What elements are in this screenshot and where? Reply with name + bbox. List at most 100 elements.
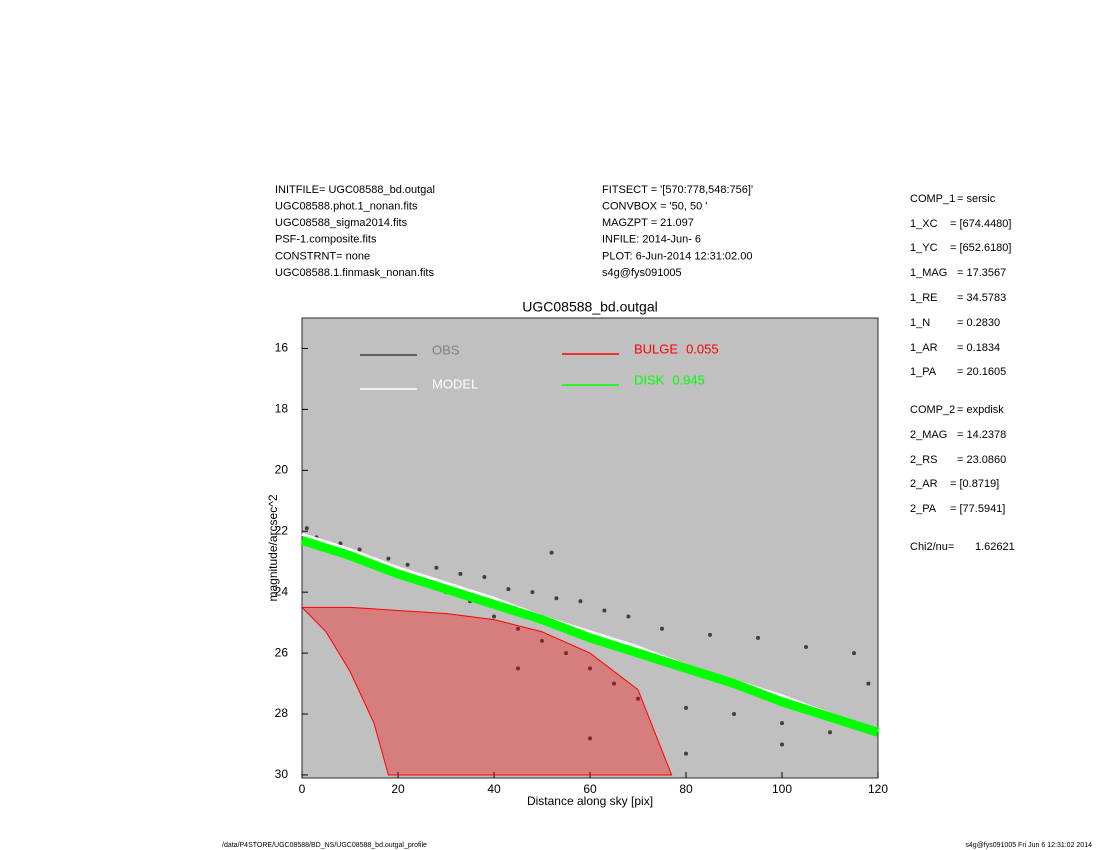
obs-point xyxy=(434,565,439,570)
param-value: = 34.5783 xyxy=(957,292,1006,304)
footer-right: s4g@fys091005 Fri Jun 6 12:31:02 2014 xyxy=(965,842,1092,849)
param-label: 1_N xyxy=(910,317,930,329)
param-label: COMP_2 xyxy=(910,404,955,416)
obs-point xyxy=(732,712,736,717)
obs-point xyxy=(357,547,362,552)
obs-point xyxy=(756,635,760,640)
param-value: = 20.1605 xyxy=(957,366,1006,378)
x-tick-label: 100 xyxy=(772,782,792,796)
param-label: 1_MAG xyxy=(910,267,947,279)
model-line xyxy=(301,532,879,731)
y-tick-label: 30 xyxy=(275,767,289,781)
header-line: INITFILE= UGC08588_bd.outgal xyxy=(275,184,435,196)
x-tick-label: 0 xyxy=(299,782,306,796)
param-value: = [674.4480] xyxy=(950,218,1011,230)
obs-point xyxy=(549,550,554,555)
param-value: = 23.0860 xyxy=(957,454,1006,466)
x-tick-label: 120 xyxy=(868,782,888,796)
legend-label: OBS xyxy=(432,342,460,357)
x-tick-label: 60 xyxy=(583,782,597,796)
obs-point xyxy=(516,666,520,671)
param-value: = 17.3567 xyxy=(957,267,1006,279)
obs-point xyxy=(405,562,410,567)
obs-point xyxy=(588,736,592,741)
header-line: s4g@fys091005 xyxy=(602,267,682,279)
header-line: MAGZPT = 21.097 xyxy=(602,217,694,229)
obs-point xyxy=(588,666,592,671)
legend-fraction: 0.055 xyxy=(686,341,719,356)
y-tick-label: 16 xyxy=(275,341,289,355)
header-line: INFILE: 2014-Jun- 6 xyxy=(602,234,701,246)
obs-point xyxy=(540,638,544,643)
obs-point xyxy=(708,632,712,637)
param-value: = 0.2830 xyxy=(957,317,1000,329)
y-tick-label: 18 xyxy=(275,402,289,416)
y-tick-label: 20 xyxy=(275,462,289,476)
obs-point xyxy=(612,681,616,686)
y-tick-label: 26 xyxy=(275,645,289,659)
param-value: = expdisk xyxy=(957,404,1004,416)
obs-point xyxy=(780,721,784,726)
legend-label: MODEL xyxy=(432,376,478,391)
x-axis-label: Distance along sky [pix] xyxy=(527,794,653,808)
obs-point xyxy=(602,608,607,613)
obs-point xyxy=(338,541,343,546)
param-label: 1_YC xyxy=(910,242,938,254)
y-tick-label: 28 xyxy=(275,706,289,720)
header-line: UGC08588.phot.1_nonan.fits xyxy=(275,201,418,213)
param-label: 1_XC xyxy=(910,218,938,230)
param-label: 1_AR xyxy=(910,342,938,354)
legend-label: DISK xyxy=(634,372,665,387)
header-line: PLOT: 6-Jun-2014 12:31:02.00 xyxy=(602,250,752,262)
obs-point xyxy=(554,596,559,601)
obs-point xyxy=(458,571,463,576)
y-tick-label: 22 xyxy=(275,523,289,537)
header-line: CONVBOX = '50, 50 ' xyxy=(602,201,707,213)
obs-point xyxy=(530,590,535,595)
param-value: = [77.5941] xyxy=(950,503,1005,515)
param-value: = 14.2378 xyxy=(957,429,1006,441)
x-tick-label: 40 xyxy=(487,782,501,796)
obs-point xyxy=(578,599,583,604)
obs-point xyxy=(482,574,487,579)
header-line: UGC08588_sigma2014.fits xyxy=(275,217,408,229)
x-tick-label: 80 xyxy=(679,782,693,796)
header-line: PSF-1.composite.fits xyxy=(275,234,377,246)
obs-point xyxy=(866,681,871,686)
legend-label: BULGE xyxy=(634,341,678,356)
obs-point xyxy=(304,526,309,531)
y-tick-label: 24 xyxy=(275,584,289,598)
param-value: = [652.6180] xyxy=(950,242,1011,254)
header-line: CONSTRNT= none xyxy=(275,250,370,262)
header-line: FITSECT = '[570:778,548:756]' xyxy=(602,184,753,196)
param-value: = sersic xyxy=(957,193,996,205)
obs-point xyxy=(684,705,688,710)
param-label: 2_RS xyxy=(910,454,938,466)
x-tick-label: 20 xyxy=(391,782,405,796)
obs-point xyxy=(828,730,832,735)
param-label: 2_AR xyxy=(910,478,938,490)
legend-fraction: 0.945 xyxy=(672,372,705,387)
obs-point xyxy=(684,751,688,756)
param-value: 1.62621 xyxy=(975,541,1015,553)
obs-point xyxy=(626,614,631,619)
param-label: 1_PA xyxy=(910,366,937,378)
series-layer xyxy=(300,526,880,776)
obs-point xyxy=(516,626,520,631)
obs-point xyxy=(564,651,568,656)
chart-title: UGC08588_bd.outgal xyxy=(522,299,657,315)
obs-point xyxy=(804,645,808,650)
disk-band xyxy=(300,536,880,737)
obs-point xyxy=(636,696,640,701)
param-label: 2_PA xyxy=(910,503,937,515)
y-axis-label: magnitude/arcsec^2 xyxy=(266,494,280,601)
param-label: COMP_1 xyxy=(910,193,955,205)
obs-point xyxy=(506,587,511,592)
param-value: = [0.8719] xyxy=(950,478,999,490)
param-label: Chi2/nu= xyxy=(910,541,954,553)
obs-point xyxy=(780,742,784,747)
param-label: 2_MAG xyxy=(910,429,947,441)
param-label: 1_RE xyxy=(910,292,938,304)
param-value: = 0.1834 xyxy=(957,342,1000,354)
